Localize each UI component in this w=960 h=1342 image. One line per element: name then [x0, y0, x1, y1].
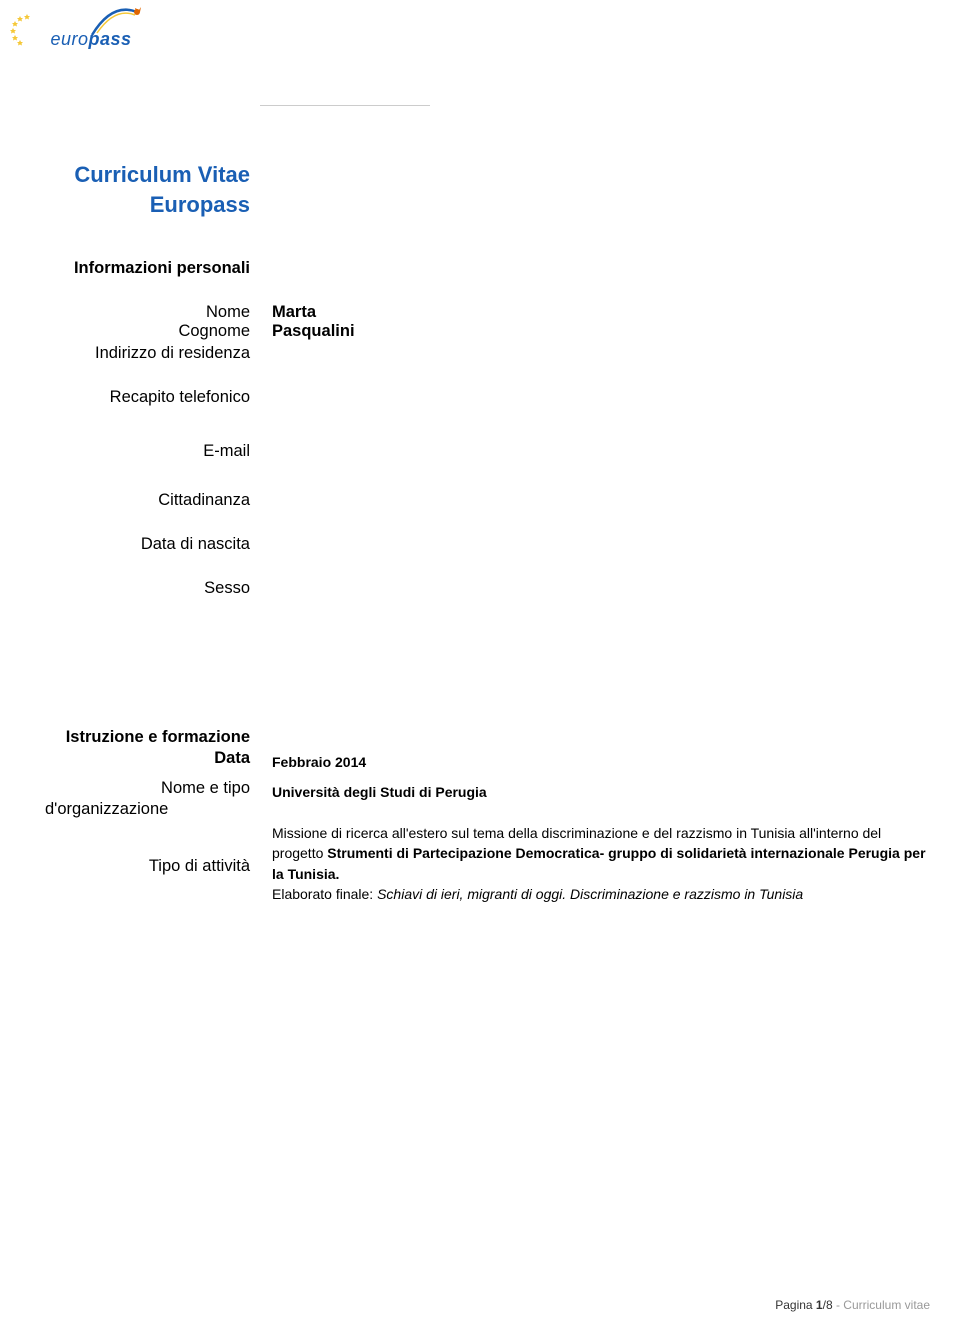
- recapito-row: Recapito telefonico: [0, 388, 960, 407]
- education-activity-text: Missione di ricerca all'estero sul tema …: [272, 823, 930, 904]
- nascita-row: Data di nascita: [0, 535, 960, 554]
- cv-title-line1: Curriculum Vitae: [0, 160, 250, 190]
- email-row: E-mail: [0, 442, 960, 461]
- indirizzo-row: Indirizzo di residenza: [0, 344, 960, 363]
- sesso-row: Sesso: [0, 579, 960, 598]
- recapito-label: Recapito telefonico: [0, 388, 250, 407]
- personal-section-header: Informazioni personali: [0, 259, 250, 278]
- education-org-row: Nome e tipo Università degli Studi di Pe…: [0, 779, 960, 802]
- footer-suffix: - Curriculum vitae: [833, 1298, 930, 1312]
- activity-text-3: Elaborato finale:: [272, 886, 377, 902]
- europass-stars-icon: [6, 10, 46, 50]
- nome-value: Marta: [272, 303, 930, 322]
- logo-euro-text: euro: [50, 29, 88, 49]
- cv-title-line2: Europass: [0, 190, 250, 220]
- footer-pagina: Pagina: [775, 1298, 816, 1312]
- activity-text-2: Strumenti di Partecipazione Democratica-…: [272, 845, 926, 881]
- top-divider: [260, 105, 430, 106]
- education-data-row: Data Febbraio 2014: [0, 749, 960, 772]
- footer-page-current: 1: [816, 1298, 823, 1312]
- page-footer: Pagina 1/8 - Curriculum vitae: [775, 1298, 930, 1312]
- cittadinanza-row: Cittadinanza: [0, 491, 960, 510]
- personal-header-row: Informazioni personali: [0, 259, 960, 278]
- indirizzo-label: Indirizzo di residenza: [0, 344, 250, 363]
- education-org-row-2: d'organizzazione: [0, 800, 960, 819]
- education-activity-label: Tipo di attività: [0, 857, 250, 876]
- email-label: E-mail: [0, 442, 250, 461]
- cv-content: Curriculum Vitae Europass Informazioni p…: [0, 160, 960, 904]
- nome-label: Nome: [0, 303, 250, 322]
- sesso-label: Sesso: [0, 579, 250, 598]
- activity-text-4: Schiavi di ieri, migranti di oggi. Discr…: [377, 886, 803, 902]
- cittadinanza-label: Cittadinanza: [0, 491, 250, 510]
- education-section-header: Istruzione e formazione: [0, 728, 250, 747]
- footer-page-total: 8: [826, 1298, 833, 1312]
- education-data-label: Data: [0, 749, 250, 768]
- education-header-row: Istruzione e formazione: [0, 728, 960, 747]
- education-org-label-1: Nome e tipo: [0, 779, 250, 798]
- education-data-value: Febbraio 2014: [272, 749, 930, 772]
- swoosh-icon: [87, 7, 142, 42]
- education-org-label-2: d'organizzazione: [45, 800, 250, 819]
- europass-logo: europass: [6, 10, 132, 50]
- europass-logo-text: europass: [50, 29, 131, 50]
- title-row: Curriculum Vitae Europass: [0, 160, 960, 219]
- education-activity-row: Tipo di attività Missione di ricerca all…: [0, 819, 960, 904]
- cognome-label: Cognome: [0, 322, 250, 341]
- nascita-label: Data di nascita: [0, 535, 250, 554]
- education-org-value: Università degli Studi di Perugia: [272, 779, 930, 802]
- nome-row: Nome Cognome Marta Pasqualini: [0, 303, 960, 341]
- cognome-value: Pasqualini: [272, 322, 930, 341]
